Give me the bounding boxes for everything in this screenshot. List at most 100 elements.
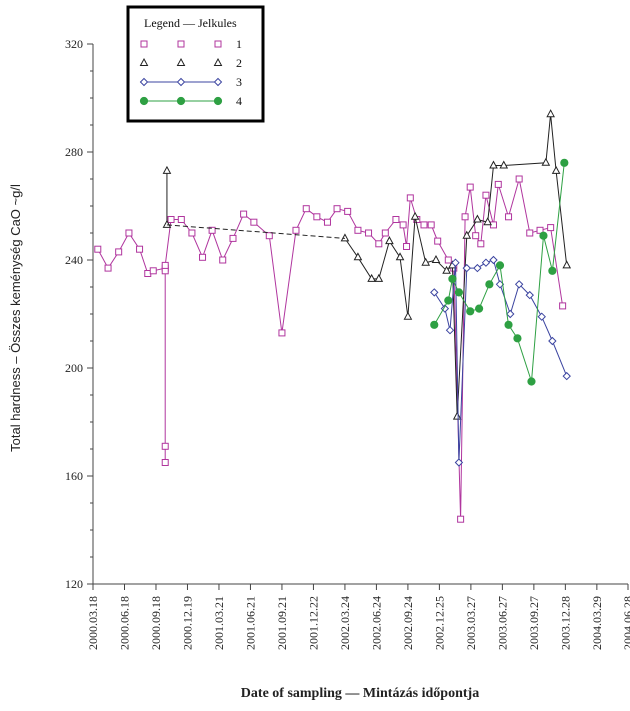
data-point-3-7 (481, 258, 491, 267)
data-point-1-31 (375, 240, 383, 248)
data-point-1-20 (250, 218, 258, 226)
data-point-1-51 (505, 213, 513, 221)
series-line-2 (166, 114, 568, 417)
legend-marker-2-1 (176, 57, 186, 66)
data-point-3-14 (548, 336, 557, 346)
data-point-3-0 (430, 288, 439, 297)
data-point-1-50 (494, 180, 502, 188)
data-point-4-0 (430, 320, 439, 329)
data-point-1-6 (149, 267, 157, 275)
data-point-1-38 (420, 221, 428, 229)
data-point-1-18 (229, 234, 237, 242)
series-2 (162, 109, 572, 420)
data-point-4-9 (513, 334, 522, 343)
data-point-4-12 (548, 266, 557, 275)
data-point-4-4 (466, 307, 475, 316)
data-point-1-14 (188, 229, 196, 237)
data-point-1-17 (219, 256, 227, 264)
data-point-1-47 (477, 240, 485, 248)
series-line-1 (97, 178, 564, 520)
data-point-1-41 (444, 256, 452, 264)
data-point-2-4 (367, 273, 376, 282)
y-tick-label: 320 (65, 37, 83, 51)
data-point-2-15 (462, 230, 472, 239)
legend-marker-1-1 (177, 40, 185, 48)
x-tick-label: 2002.06.24 (369, 596, 383, 650)
x-tick-label: 2000.09.18 (149, 596, 163, 650)
data-point-1-39 (427, 221, 435, 229)
data-point-2-11 (431, 254, 441, 263)
data-point-1-3 (125, 229, 133, 237)
data-point-3-11 (514, 280, 524, 289)
data-point-1-30 (365, 229, 373, 237)
legend-marker-4-1 (176, 96, 186, 106)
data-point-1-56 (559, 302, 567, 310)
y-tick-label: 280 (65, 145, 83, 159)
data-point-4-3 (454, 288, 464, 297)
y-tick-label: 200 (65, 361, 83, 375)
x-tick-label: 2000.12.19 (180, 596, 194, 650)
data-point-2-3 (353, 252, 363, 261)
data-point-1-24 (302, 205, 310, 213)
data-point-3-10 (506, 309, 515, 319)
data-point-2-16 (473, 214, 482, 223)
series-1 (94, 175, 567, 523)
legend-title: Legend — Jelkules (144, 16, 237, 30)
data-point-1-29 (354, 226, 362, 234)
data-point-2-19 (499, 160, 509, 169)
data-point-2-17 (483, 217, 492, 226)
data-point-3-15 (562, 371, 571, 381)
x-tick-label: 2003.12.28 (558, 596, 572, 650)
data-point-1-48 (482, 191, 490, 199)
data-point-1-33 (392, 216, 400, 223)
data-point-1-13 (177, 216, 185, 223)
data-point-1-27 (333, 205, 341, 213)
data-point-3-12 (525, 290, 534, 300)
data-point-3-4 (454, 458, 464, 467)
data-point-2-18 (489, 160, 498, 169)
data-point-1-43 (457, 515, 465, 523)
data-point-1-21 (265, 232, 273, 240)
data-point-2-5 (374, 273, 384, 282)
data-point-4-8 (504, 320, 513, 329)
data-point-1-16 (208, 226, 216, 234)
data-point-1-46 (472, 232, 480, 240)
axis-layer: 120 160 200 240 280 320 2000.03.18 2000.06.18 20… (65, 37, 630, 650)
data-point-1-45 (466, 183, 474, 191)
x-tick-label: 2000.03.18 (86, 596, 100, 650)
data-point-3-3 (451, 258, 460, 267)
data-point-2-20 (541, 157, 551, 166)
data-point-1-12 (167, 216, 175, 223)
data-point-2-8 (403, 311, 413, 320)
data-point-1-25 (313, 213, 321, 221)
x-tick-label: 2002.09.24 (401, 596, 415, 650)
y-tick-label: 120 (65, 577, 83, 591)
data-point-1-44 (461, 213, 469, 221)
data-point-4-11 (539, 231, 548, 240)
legend-marker-4-0 (139, 96, 149, 106)
data-point-4-5 (475, 304, 484, 313)
data-point-3-2 (445, 325, 455, 335)
legend-marker-3-1 (176, 77, 186, 87)
data-point-1-19 (240, 210, 248, 218)
data-point-3-5 (462, 263, 471, 273)
data-point-1-4 (136, 245, 144, 253)
data-point-4-13 (560, 158, 569, 167)
data-point-1-9 (161, 442, 169, 450)
data-point-1-32 (381, 229, 389, 237)
x-tick-label: 2001.03.21 (212, 596, 226, 650)
legend-marker-3-0 (139, 77, 149, 87)
legend-marker-1-2 (214, 40, 222, 48)
x-tick-label: 2003.03.27 (464, 596, 478, 650)
legend-marker-2-0 (139, 57, 149, 66)
legend-label-2: 2 (236, 56, 242, 70)
data-point-1-53 (526, 229, 534, 237)
data-point-3-8 (489, 255, 498, 265)
data-point-3-13 (537, 312, 546, 321)
legend-item-3: 3 (139, 75, 242, 89)
x-tick-label: 2003.06.27 (495, 596, 509, 650)
data-point-2-1 (162, 219, 172, 228)
legend-item-1: 1 (140, 37, 242, 51)
x-axis-title: Date of sampling — Mintázás időpontja (241, 686, 479, 701)
